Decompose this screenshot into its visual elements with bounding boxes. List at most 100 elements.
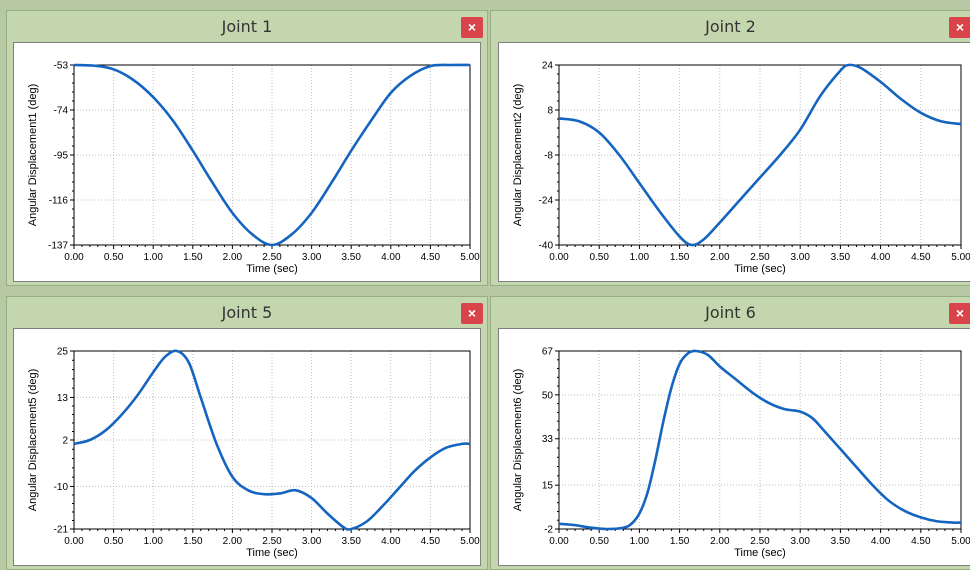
plot-frame: [558, 350, 962, 530]
plot-frame: [73, 350, 471, 530]
x-tick-label: 0.00: [64, 252, 84, 263]
joint6-chart: Angular Displacement6 (deg) 67 50 33 15 -20.0…: [512, 347, 970, 560]
x-tick-label: 1.50: [670, 536, 690, 547]
joint2-close-button[interactable]: ×: [949, 17, 970, 38]
x-tick-label: 5.00: [460, 536, 480, 547]
y-tick-label: -40: [539, 241, 554, 252]
joint2-chart: Angular Displacement2 (deg)248-8-24-400.…: [512, 61, 970, 276]
y-tick-label: 24: [542, 61, 554, 72]
x-tick-label: 4.50: [421, 252, 441, 263]
joint1-chart: Angular Displacement1 (deg) -53 -74 -95 -116…: [27, 61, 480, 276]
x-tick-label: 4.00: [381, 252, 401, 263]
y-tick-label: 13: [57, 393, 69, 404]
x-tick-label: 5.00: [460, 252, 480, 263]
joint5-titlebar[interactable]: Joint 5: [7, 297, 487, 327]
x-axis-label: Time (sec): [246, 263, 298, 275]
joint2-title: Joint 2: [705, 16, 756, 36]
x-tick-label: 3.00: [790, 252, 810, 263]
joint2-window: Joint 2 × Angular Displacement2 (deg) 24 8…: [490, 10, 970, 286]
x-tick-label: 2.00: [710, 536, 730, 547]
x-tick-label: 2.50: [262, 536, 282, 547]
x-tick-label: 5.00: [951, 252, 970, 263]
y-tick-label: 8: [547, 106, 553, 117]
y-tick-label: -24: [539, 196, 554, 207]
x-tick-label: 1.00: [630, 252, 650, 263]
joint1-title: Joint 1: [221, 16, 273, 36]
joint5-close-button[interactable]: ×: [461, 303, 483, 324]
y-tick-label: -10: [54, 482, 69, 493]
y-tick-label: 50: [542, 390, 554, 401]
x-tick-label: 0.00: [64, 536, 84, 547]
x-tick-label: 0.50: [104, 252, 124, 263]
joint6-title: Joint 6: [705, 302, 756, 322]
joint5-title: Joint 5: [221, 302, 273, 322]
joint5-window: Joint 5 × Angular Displacement5 (deg) 25 1…: [6, 296, 488, 570]
x-tick-label: 3.00: [302, 252, 322, 263]
y-axis-label: Angular Displacement6 (deg): [512, 369, 524, 511]
x-tick-label: 1.50: [183, 536, 203, 547]
joint1-close-button[interactable]: ×: [461, 17, 483, 38]
x-tick-label: 3.50: [831, 252, 851, 263]
x-tick-label: 1.00: [143, 536, 163, 547]
joint5-chart: Angular Displacement5 (deg)25132-10-210.…: [27, 347, 480, 560]
x-tick-label: 0.50: [589, 536, 609, 547]
x-tick-label: 4.50: [911, 536, 931, 547]
x-tick-label: 0.00: [549, 536, 569, 547]
y-axis-label: Angular Displacement1 (deg): [27, 84, 39, 226]
x-tick-label: 2.50: [750, 536, 770, 547]
x-tick-label: 3.00: [302, 536, 322, 547]
x-axis-label: Time (sec): [734, 547, 786, 559]
joint6-window: Joint 6 × Angular Displacement6 (deg) 67 5…: [490, 296, 970, 570]
x-tick-label: 0.00: [549, 252, 569, 263]
joint2-titlebar[interactable]: Joint 2: [491, 11, 970, 41]
series-line: [558, 349, 962, 531]
x-tick-label: 0.50: [589, 252, 609, 263]
y-tick-label: -137: [48, 241, 68, 252]
x-axis-label: Time (sec): [246, 547, 298, 559]
joint2-plot-area: Angular Displacement2 (deg) 24 8 -8 -24 -40 0.…: [498, 42, 970, 282]
y-tick-label: 2: [62, 436, 68, 447]
x-tick-label: 1.50: [183, 252, 203, 263]
joint1-titlebar[interactable]: Joint 1: [7, 11, 487, 41]
y-tick-label: -21: [54, 525, 69, 536]
y-tick-label: -2: [544, 525, 553, 536]
x-tick-label: 4.50: [911, 252, 931, 263]
x-tick-label: 2.50: [262, 252, 282, 263]
series-line: [73, 349, 471, 531]
x-tick-label: 2.00: [710, 252, 730, 263]
joint6-plot-area: Angular Displacement6 (deg) 67 50 33 15 -2 0.0…: [498, 328, 970, 566]
x-tick-label: 2.00: [223, 536, 243, 547]
joint5-plot-area: Angular Displacement5 (deg) 25 13 2 -10 -21 0.…: [13, 328, 481, 566]
plot-frame: [558, 64, 962, 246]
x-tick-label: 2.50: [750, 252, 770, 263]
joint6-close-button[interactable]: ×: [949, 303, 970, 324]
x-tick-label: 1.00: [143, 252, 163, 263]
y-tick-label: -8: [544, 151, 553, 162]
y-tick-label: 15: [542, 481, 554, 492]
y-tick-label: -74: [54, 106, 69, 117]
x-axis-label: Time (sec): [734, 263, 786, 275]
y-axis-label: Angular Displacement5 (deg): [27, 369, 39, 511]
x-tick-label: 3.50: [341, 536, 361, 547]
joint1-window: Joint 1 × Angular Displacement1 (deg) -53…: [6, 10, 488, 286]
x-tick-label: 4.00: [871, 536, 891, 547]
y-axis-label: Angular Displacement2 (deg): [512, 84, 524, 226]
x-tick-label: 3.50: [341, 252, 361, 263]
y-tick-label: 67: [542, 347, 554, 358]
x-tick-label: 2.00: [223, 252, 243, 263]
x-tick-label: 0.50: [104, 536, 124, 547]
joint1-plot-area: Angular Displacement1 (deg) -53 -74 -95 -116…: [13, 42, 481, 282]
series-line: [73, 63, 471, 247]
x-tick-label: 5.00: [951, 536, 970, 547]
x-tick-label: 1.50: [670, 252, 690, 263]
joint6-titlebar[interactable]: Joint 6: [491, 297, 970, 327]
x-tick-label: 4.00: [871, 252, 891, 263]
y-tick-label: 25: [57, 347, 69, 358]
x-tick-label: 4.00: [381, 536, 401, 547]
y-tick-label: -116: [49, 196, 69, 207]
y-tick-label: 33: [542, 434, 554, 445]
x-tick-label: 4.50: [421, 536, 441, 547]
y-tick-label: -95: [54, 151, 69, 162]
x-tick-label: 3.50: [831, 536, 851, 547]
y-tick-label: -53: [54, 61, 69, 72]
